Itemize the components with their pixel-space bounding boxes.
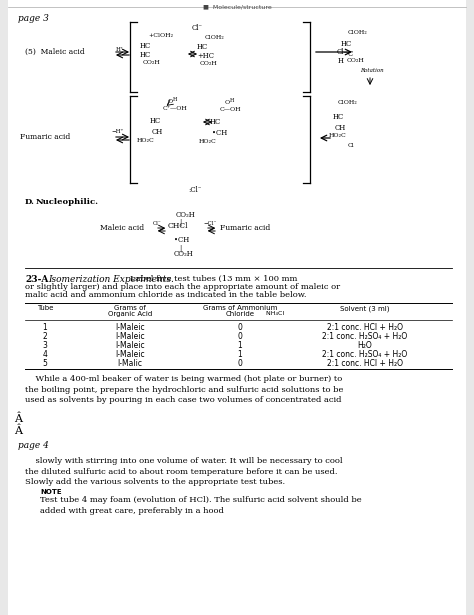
Text: 0: 0 (237, 359, 242, 368)
Text: C⁺—OH: C⁺—OH (163, 106, 188, 111)
Text: page 4: page 4 (18, 441, 49, 450)
Text: CH: CH (152, 128, 163, 136)
Text: 0: 0 (237, 323, 242, 332)
Text: CO₂H: CO₂H (174, 250, 194, 258)
Text: Test tube 4 may foam (evolution of HCl). The sulfuric acid solvent should be
add: Test tube 4 may foam (evolution of HCl).… (40, 496, 362, 515)
Text: ClOH₂: ClOH₂ (205, 35, 225, 40)
Text: HO₂C: HO₂C (199, 139, 217, 144)
Text: l-Maleic: l-Maleic (115, 332, 145, 341)
Text: C—OH: C—OH (220, 107, 241, 112)
Text: 3: 3 (43, 341, 47, 350)
Text: H: H (230, 98, 234, 103)
Text: HO₂C: HO₂C (329, 133, 347, 138)
Text: HC: HC (150, 117, 161, 125)
Text: 23-A: 23-A (25, 275, 48, 284)
Text: •CH: •CH (212, 129, 227, 137)
Text: While a 400-ml beaker of water is being warmed (hot plate or burner) to
the boil: While a 400-ml beaker of water is being … (25, 375, 343, 405)
Text: ■  Molecule/structure: ■ Molecule/structure (202, 4, 272, 9)
Text: CH: CH (335, 124, 346, 132)
Text: H: H (338, 57, 344, 65)
Text: Isomerization Experiments.: Isomerization Experiments. (48, 275, 174, 284)
Text: Rotation: Rotation (360, 68, 383, 73)
Text: Â: Â (14, 413, 22, 424)
Text: HC: HC (140, 42, 151, 50)
Text: H₂O: H₂O (357, 341, 373, 350)
Text: Nucleophilic.: Nucleophilic. (36, 198, 99, 206)
Text: Cl: Cl (348, 143, 355, 148)
Text: Label five test tubes (13 mm × 100 mm: Label five test tubes (13 mm × 100 mm (130, 275, 297, 283)
Text: l-Malic: l-Malic (118, 359, 143, 368)
Text: CO₂H: CO₂H (200, 61, 218, 66)
Text: page 3: page 3 (18, 14, 49, 23)
Text: 5: 5 (43, 359, 47, 368)
Text: Solvent (3 ml): Solvent (3 ml) (340, 305, 390, 312)
Text: HC: HC (197, 43, 208, 51)
Text: 2:1 conc. HCl + H₂O: 2:1 conc. HCl + H₂O (327, 323, 403, 332)
Text: C: C (348, 50, 353, 58)
Text: NOTE: NOTE (40, 489, 62, 495)
Text: Cl⁻: Cl⁻ (153, 221, 162, 226)
Text: CO₂H: CO₂H (143, 60, 161, 65)
Text: l-Maleic: l-Maleic (115, 350, 145, 359)
Text: CO₂H: CO₂H (176, 211, 196, 219)
Text: Cl—: Cl— (337, 48, 351, 56)
Text: NH₄Cl: NH₄Cl (262, 311, 284, 316)
Text: Â: Â (14, 425, 22, 435)
Text: +ClOH₂: +ClOH₂ (148, 33, 173, 38)
Text: D.: D. (25, 198, 35, 206)
Text: slowly with stirring into one volume of water. It will be necessary to cool
the : slowly with stirring into one volume of … (25, 457, 343, 486)
Text: Fumaric acid: Fumaric acid (20, 133, 70, 141)
Text: Grams of: Grams of (114, 305, 146, 311)
Text: l-Maleic: l-Maleic (115, 341, 145, 350)
Text: HC: HC (140, 51, 151, 59)
Text: ClOH₂: ClOH₂ (338, 100, 358, 105)
Text: (5)  Maleic acid: (5) Maleic acid (25, 48, 85, 56)
Text: Maleic acid: Maleic acid (100, 224, 144, 232)
Text: ClOH₂: ClOH₂ (348, 30, 368, 35)
Text: Organic Acid: Organic Acid (108, 311, 152, 317)
Text: −H⁺: −H⁺ (111, 129, 123, 134)
Text: −Cl⁻: −Cl⁻ (203, 221, 216, 226)
Text: 2: 2 (43, 332, 47, 341)
Text: :Cl⁻: :Cl⁻ (188, 186, 201, 194)
Text: CHCl: CHCl (168, 222, 189, 230)
Text: +HC: +HC (197, 52, 214, 60)
Text: 4: 4 (43, 350, 47, 359)
Text: 2:1 conc. H₂SO₄ + H₂O: 2:1 conc. H₂SO₄ + H₂O (322, 332, 408, 341)
Text: l-Maleic: l-Maleic (115, 323, 145, 332)
Text: CO₂H: CO₂H (347, 58, 365, 63)
Text: or slightly larger) and place into each the appropriate amount of maleic or: or slightly larger) and place into each … (25, 283, 340, 291)
Text: 1: 1 (237, 350, 242, 359)
Text: malic acid and ammonium chloride as indicated in the table below.: malic acid and ammonium chloride as indi… (25, 291, 307, 299)
Text: Tube: Tube (37, 305, 53, 311)
Text: 1: 1 (237, 341, 242, 350)
Text: HC: HC (210, 118, 221, 126)
Text: |: | (179, 244, 181, 252)
Text: 2:1 conc. HCl + H₂O: 2:1 conc. HCl + H₂O (327, 359, 403, 368)
Text: HC: HC (341, 40, 352, 48)
Text: H: H (173, 97, 177, 102)
Text: H⁺: H⁺ (116, 47, 124, 52)
Text: O: O (168, 99, 173, 104)
Text: HO₂C: HO₂C (137, 138, 155, 143)
Text: HC: HC (333, 113, 344, 121)
Text: Fumaric acid: Fumaric acid (220, 224, 270, 232)
Text: 1: 1 (43, 323, 47, 332)
Text: Cl⁻: Cl⁻ (192, 24, 203, 32)
Text: 2:1 conc. H₂SO₄ + H₂O: 2:1 conc. H₂SO₄ + H₂O (322, 350, 408, 359)
Text: |: | (179, 218, 181, 226)
Text: •CH: •CH (174, 236, 189, 244)
Text: O: O (225, 100, 230, 105)
Text: Grams of Ammonium: Grams of Ammonium (203, 305, 277, 311)
Text: 0: 0 (237, 332, 242, 341)
Text: Chloride: Chloride (226, 311, 255, 317)
